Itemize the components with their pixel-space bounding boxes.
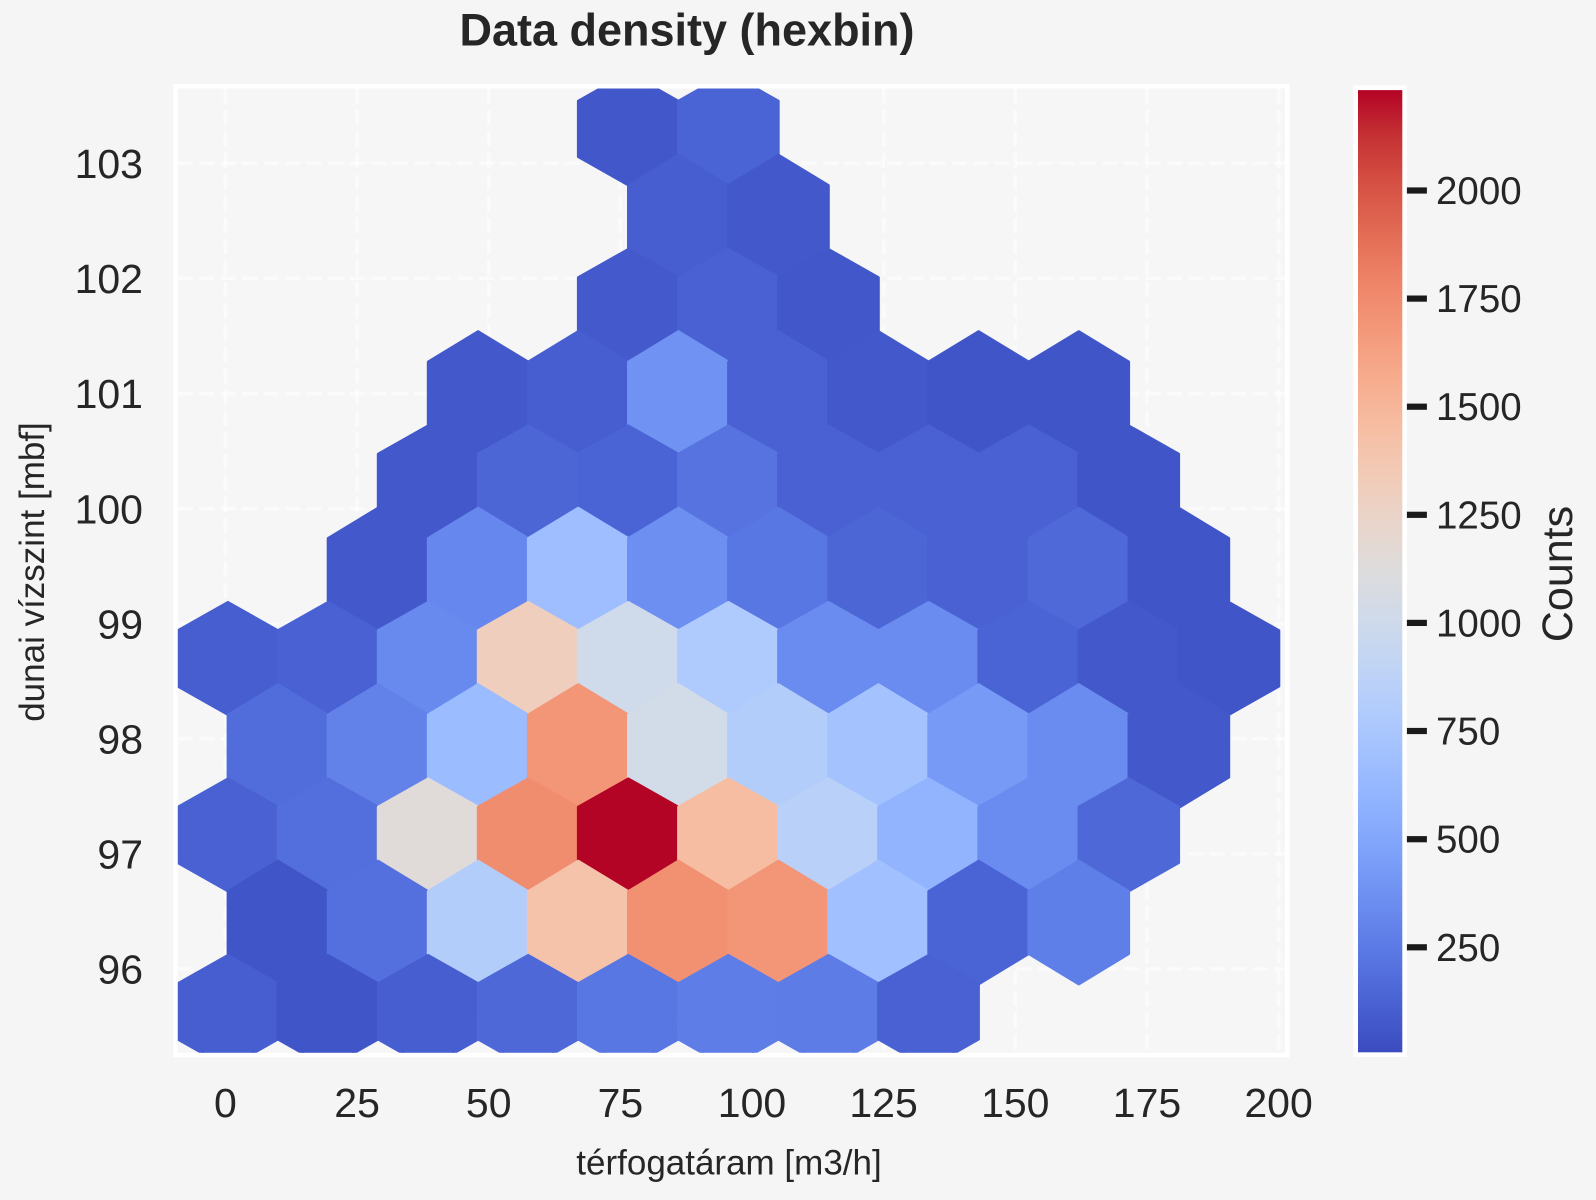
svg-text:750: 750 [1436, 711, 1500, 754]
svg-text:75: 75 [598, 1080, 644, 1126]
svg-text:1250: 1250 [1436, 494, 1522, 537]
svg-text:0: 0 [214, 1080, 237, 1126]
svg-text:98: 98 [97, 717, 143, 763]
svg-text:1500: 1500 [1436, 386, 1522, 429]
svg-text:2000: 2000 [1436, 170, 1522, 213]
svg-text:500: 500 [1436, 819, 1500, 862]
svg-text:50: 50 [466, 1080, 512, 1126]
svg-text:100: 100 [718, 1080, 786, 1126]
svg-text:97: 97 [97, 832, 143, 878]
svg-text:125: 125 [849, 1080, 917, 1126]
svg-text:térfogatáram [m3/h]: térfogatáram [m3/h] [576, 1143, 881, 1182]
svg-text:175: 175 [1113, 1080, 1181, 1126]
svg-text:200: 200 [1244, 1080, 1312, 1126]
svg-text:102: 102 [75, 256, 143, 302]
svg-text:96: 96 [97, 947, 143, 993]
svg-text:101: 101 [75, 371, 143, 417]
svg-text:103: 103 [75, 141, 143, 187]
svg-text:1750: 1750 [1436, 278, 1522, 321]
svg-text:150: 150 [981, 1080, 1049, 1126]
svg-text:250: 250 [1436, 927, 1500, 970]
svg-text:100: 100 [75, 486, 143, 532]
svg-text:dunai vízszint [mbf]: dunai vízszint [mbf] [13, 422, 52, 722]
svg-text:25: 25 [334, 1080, 380, 1126]
svg-text:Data density (hexbin): Data density (hexbin) [459, 5, 914, 56]
svg-text:Counts: Counts [1534, 506, 1582, 642]
svg-text:1000: 1000 [1436, 602, 1522, 645]
svg-text:99: 99 [97, 601, 143, 647]
